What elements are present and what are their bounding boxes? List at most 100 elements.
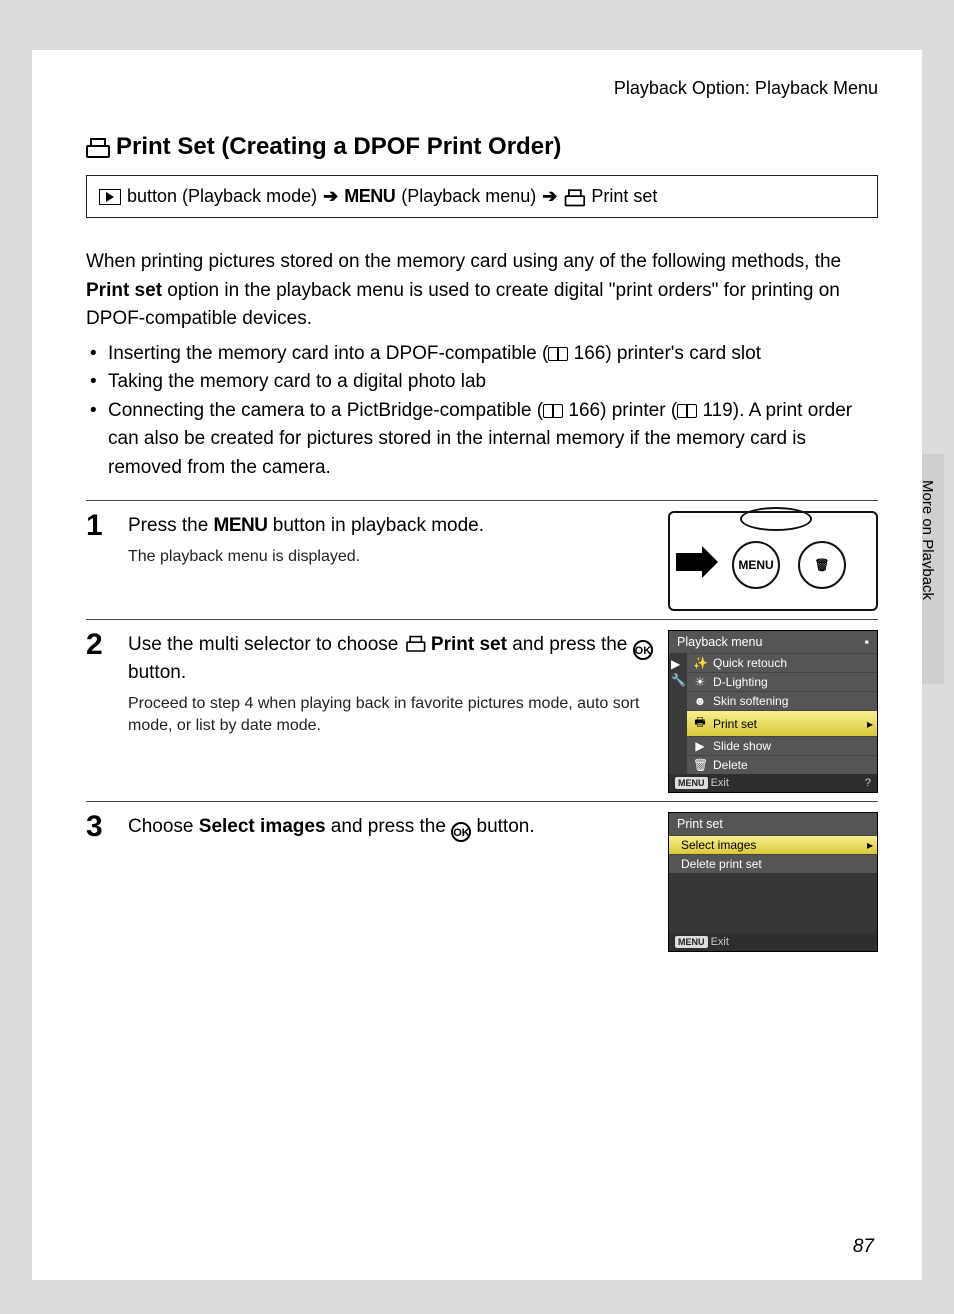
ok-icon: OK xyxy=(451,822,471,842)
lcd-menu-item: ☻ Skin softening xyxy=(687,691,877,710)
page-ref: 119 xyxy=(702,400,732,421)
menu-button-label: MENU xyxy=(738,558,773,572)
step-heading: Use the multi selector to choose Print s… xyxy=(128,632,656,687)
menu-item-label: Select images xyxy=(681,838,756,852)
lcd-menu-item: 🗑 Delete xyxy=(687,755,877,774)
lcd-title: Playback menu ▪ xyxy=(669,631,877,653)
lcd-title: Print set xyxy=(669,813,877,835)
lcd-title-text: Print set xyxy=(677,817,723,831)
step-number: 1 xyxy=(86,511,116,611)
trash-icon: 🗑 xyxy=(814,558,829,572)
menu-item-icon: ▶ xyxy=(693,739,707,753)
menu-item-label: D-Lighting xyxy=(713,675,768,689)
page-ref: 166 xyxy=(568,400,600,421)
step-text: and press the xyxy=(326,816,452,837)
bullet-text: Connecting the camera to a PictBridge-co… xyxy=(108,400,543,421)
lcd-menu-item: ✨Quick retouch xyxy=(687,653,877,672)
nav-part1: button (Playback mode) xyxy=(127,186,317,207)
menu-badge-icon: MENU xyxy=(675,777,708,789)
step-2: 2 Use the multi selector to choose Print… xyxy=(86,619,878,793)
playback-icon xyxy=(99,189,121,205)
step-text: button. xyxy=(128,662,186,683)
list-item: Taking the memory card to a digital phot… xyxy=(108,368,878,397)
step-subtext: Proceed to step 4 when playing back in f… xyxy=(128,693,656,738)
lcd-footer: MENU Exit? xyxy=(669,774,877,792)
list-item: Inserting the memory card into a DPOF-co… xyxy=(108,340,878,369)
book-icon xyxy=(548,347,568,361)
page-number: 87 xyxy=(853,1236,874,1258)
bullet-text: ) printer's card slot xyxy=(605,343,761,364)
lcd-footer: MENU Exit xyxy=(669,933,877,951)
lcd-menu-item: 🖶 Print set ▸ xyxy=(687,710,877,736)
step-number: 2 xyxy=(86,630,116,793)
menu-item-label: Delete xyxy=(713,758,748,772)
menu-badge-icon: MENU xyxy=(675,936,708,948)
intro-text: When printing pictures stored on the mem… xyxy=(86,251,841,272)
step-text: button in playback mode. xyxy=(268,515,485,536)
menu-item-icon: 🖶 xyxy=(693,713,707,734)
lcd-title-text: Playback menu xyxy=(677,635,762,649)
menu-item-label: Print set xyxy=(713,717,757,731)
setup-tab-icon: 🔧 xyxy=(671,673,685,687)
menu-button-graphic: MENU xyxy=(732,541,780,589)
camera-illustration: MENU 🗑 xyxy=(668,511,878,611)
page-content: Playback Option: Playback Menu Print Set… xyxy=(32,50,922,1280)
book-icon xyxy=(543,404,563,418)
step-bold: Print set xyxy=(431,634,507,655)
arrow-icon: ➔ xyxy=(542,186,557,207)
help-icon: ? xyxy=(865,777,871,789)
breadcrumb: Playback Option: Playback Menu xyxy=(86,78,878,99)
chevron-right-icon: ▸ xyxy=(867,717,873,731)
step-bold: Select images xyxy=(199,816,326,837)
ok-icon: OK xyxy=(633,640,653,660)
menu-item-label: Delete print set xyxy=(681,857,762,871)
step-text: button. xyxy=(471,816,534,837)
bullet-list: Inserting the memory card into a DPOF-co… xyxy=(86,340,878,483)
section-title-text: Print Set (Creating a DPOF Print Order) xyxy=(116,133,561,161)
lcd-exit-label: Exit xyxy=(711,777,729,789)
bullet-text: Inserting the memory card into a DPOF-co… xyxy=(108,343,548,364)
arrow-icon: ➔ xyxy=(323,186,338,207)
lcd-menu-item: ☀ D-Lighting xyxy=(687,672,877,691)
intro-bold: Print set xyxy=(86,280,162,301)
nav-part2: (Playback menu) xyxy=(401,186,536,207)
bullet-text: ) printer ( xyxy=(600,400,677,421)
step-text: and press the xyxy=(507,634,633,655)
menu-item-icon: 🗑 xyxy=(693,758,707,772)
intro-text: option in the playback menu is used to c… xyxy=(86,280,840,330)
step-heading: Press the MENU button in playback mode. xyxy=(128,513,656,540)
menu-item-label: Slide show xyxy=(713,739,771,753)
menu-item-icon: ☀ xyxy=(693,675,707,689)
step-text: Press the xyxy=(128,515,214,536)
print-icon xyxy=(565,189,584,204)
lcd-sidebar: ▶ 🔧 xyxy=(669,653,687,774)
playback-tab-icon: ▶ xyxy=(671,657,685,671)
print-icon xyxy=(406,636,424,650)
lcd-exit-label: Exit xyxy=(711,936,729,948)
chevron-right-icon: ▸ xyxy=(867,838,873,852)
print-icon xyxy=(86,138,108,156)
nav-part3: Print set xyxy=(591,186,657,207)
step-subtext: The playback menu is displayed. xyxy=(128,546,656,568)
battery-icon: ▪ xyxy=(865,635,869,649)
lcd-menu-item: ▶ Slide show xyxy=(687,736,877,755)
trash-button-graphic: 🗑 xyxy=(798,541,846,589)
menu-item-label: Skin softening xyxy=(713,694,788,708)
nav-path-box: button (Playback mode) ➔ MENU (Playback … xyxy=(86,175,878,218)
menu-label: MENU xyxy=(344,186,395,207)
intro-paragraph: When printing pictures stored on the mem… xyxy=(86,248,878,334)
step-heading: Choose Select images and press the OK bu… xyxy=(128,814,656,842)
menu-item-icon: ✨ xyxy=(693,656,707,670)
step-text: Choose xyxy=(128,816,199,837)
step-1: 1 Press the MENU button in playback mode… xyxy=(86,500,878,611)
lcd-menu-item: Select images ▸ xyxy=(669,835,877,854)
lcd-screenshot: Print set Select images ▸ Delete print set… xyxy=(668,812,878,952)
menu-label: MENU xyxy=(214,515,268,536)
menu-item-icon: ☻ xyxy=(693,694,707,708)
lcd-menu-item: Delete print set xyxy=(669,854,877,873)
step-text: Use the multi selector to choose xyxy=(128,634,404,655)
list-item: Connecting the camera to a PictBridge-co… xyxy=(108,397,878,483)
lcd-menu-list: Select images ▸ Delete print set xyxy=(669,835,877,873)
step-number: 3 xyxy=(86,812,116,952)
book-icon xyxy=(677,404,697,418)
